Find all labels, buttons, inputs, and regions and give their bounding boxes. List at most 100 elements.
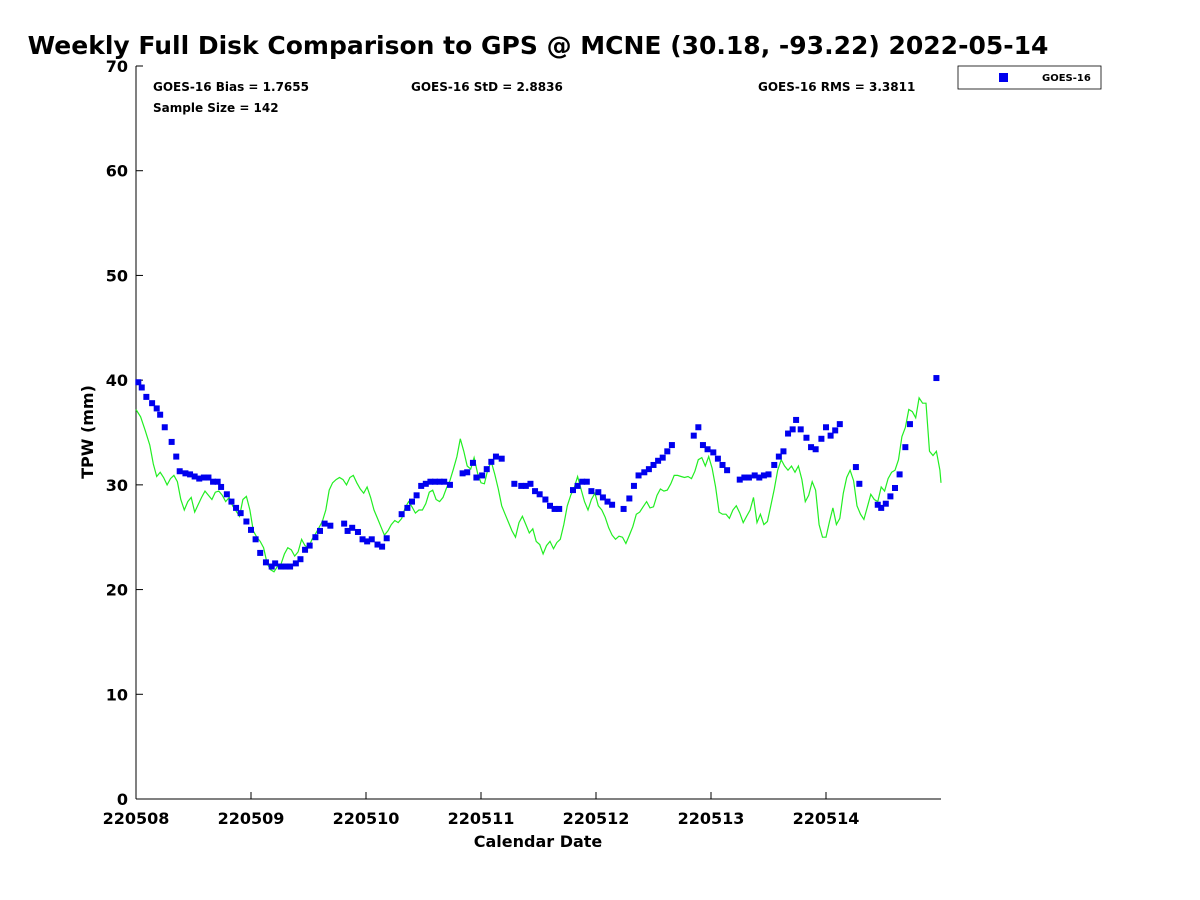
goes16-data-point (659, 454, 666, 461)
goes16-data-point (214, 478, 221, 485)
goes16-data-point (368, 536, 375, 543)
goes16-data-point (808, 444, 815, 451)
y-ticks: 0 10 20 30 40 50 60 70 (106, 57, 143, 809)
goes16-data-point (724, 467, 731, 474)
y-axis-label: TPW (mm) (78, 385, 97, 479)
goes16-data-point (200, 474, 207, 481)
goes16-data-point (650, 461, 657, 468)
goes16-data-point (262, 559, 269, 566)
goes16-data-point (812, 446, 819, 453)
x-tick-label: 220512 (563, 809, 630, 828)
legend: GOES-16 (957, 65, 1102, 90)
goes16-data-point (878, 504, 885, 511)
goes16-data-point (135, 379, 142, 386)
y-tick-label: 0 (117, 790, 128, 809)
goes16-data-point (413, 492, 420, 499)
goes16-data-point (223, 491, 230, 498)
goes16-data-point (856, 480, 863, 487)
goes16-data-point (574, 482, 581, 489)
goes16-data-point (803, 434, 810, 441)
goes16-data-point (741, 474, 748, 481)
goes16-data-point (609, 501, 616, 508)
plot-area: 0 10 20 30 40 50 60 70 220508 220509 220510 220511… (103, 57, 942, 828)
goes16-data-point (511, 480, 518, 487)
goes16-data-point (836, 421, 843, 428)
goes16-data-point (518, 482, 525, 489)
goes16-data-point (626, 495, 633, 502)
goes16-data-point (882, 500, 889, 507)
goes16-data-point (896, 471, 903, 478)
goes16-data-point (745, 474, 752, 481)
goes16-data-point (635, 472, 642, 479)
goes16-data-point (483, 466, 490, 473)
goes16-data-point (874, 501, 881, 508)
x-tick-label: 220509 (218, 809, 285, 828)
goes16-data-point (257, 549, 264, 556)
goes16-data-point (312, 534, 319, 541)
goes16-data-point (277, 563, 284, 570)
goes16-data-point (418, 482, 425, 489)
goes16-data-point (321, 520, 328, 527)
goes16-data-point (780, 448, 787, 455)
y-tick-label: 10 (106, 685, 128, 704)
goes16-data-point (736, 476, 743, 483)
stat-bias: GOES-16 Bias = 1.7655 (153, 80, 309, 94)
goes16-data-point (604, 498, 611, 505)
goes16-data-point (719, 461, 726, 468)
goes16-data-point (168, 438, 175, 445)
goes16-data-point (341, 520, 348, 527)
goes16-data-point (797, 426, 804, 433)
goes16-data-point (668, 442, 675, 449)
goes16-data-point (588, 488, 595, 495)
goes16-data-point (498, 455, 505, 462)
goes16-data-point (793, 416, 800, 423)
goes16-data-point (327, 522, 334, 529)
x-tick-label: 220508 (103, 809, 170, 828)
goes16-data-point (292, 560, 299, 567)
goes16-data-point (710, 449, 717, 456)
goes16-data-point (892, 484, 898, 491)
goes16-data-point (645, 466, 652, 473)
goes16-data-point (138, 384, 145, 391)
x-axis-label: Calendar Date (474, 832, 603, 851)
legend-box (957, 65, 1102, 90)
goes16-data-point (459, 470, 466, 477)
x-tick-label: 220514 (793, 809, 860, 828)
goes16-data-point (751, 472, 758, 479)
goes16-data-point (789, 426, 796, 433)
goes16-data-point (479, 472, 486, 479)
goes16-data-point (432, 478, 438, 485)
goes16-data-point (570, 487, 576, 494)
goes16-data-point (210, 478, 217, 485)
x-tick-label: 220511 (448, 809, 515, 828)
x-tick-label: 220513 (678, 809, 745, 828)
chart-title: Weekly Full Disk Comparison to GPS @ MCN… (28, 31, 1049, 60)
goes16-data-point (161, 424, 168, 431)
goes16-data-point (492, 453, 499, 460)
goes16-data-point (149, 400, 156, 407)
y-tick-label: 30 (106, 476, 128, 495)
y-tick-label: 40 (106, 371, 128, 390)
goes16-data-point (902, 444, 909, 451)
goes16-data-point (218, 483, 225, 490)
goes16-data-point (630, 482, 637, 489)
goes16-data-point (699, 442, 706, 449)
goes16-data-point (690, 432, 697, 439)
goes16-data-point (906, 421, 913, 428)
stat-sample-size: Sample Size = 142 (153, 101, 279, 115)
goes16-data-point (579, 478, 586, 485)
gps-series-line (135, 396, 942, 573)
goes16-data-point (187, 471, 194, 478)
stat-rms: GOES-16 RMS = 3.3811 (758, 80, 915, 94)
stat-std: GOES-16 StD = 2.8836 (411, 80, 563, 94)
goes16-data-point (297, 556, 304, 563)
goes16-data-point (153, 405, 160, 412)
goes16-data-point (827, 432, 834, 439)
goes16-data-point (173, 453, 180, 460)
goes16-data-point (344, 527, 351, 534)
goes16-data-point (422, 480, 429, 487)
y-tick-label: 20 (106, 581, 128, 600)
goes16-data-point (599, 494, 606, 501)
goes16-data-point (404, 504, 411, 511)
